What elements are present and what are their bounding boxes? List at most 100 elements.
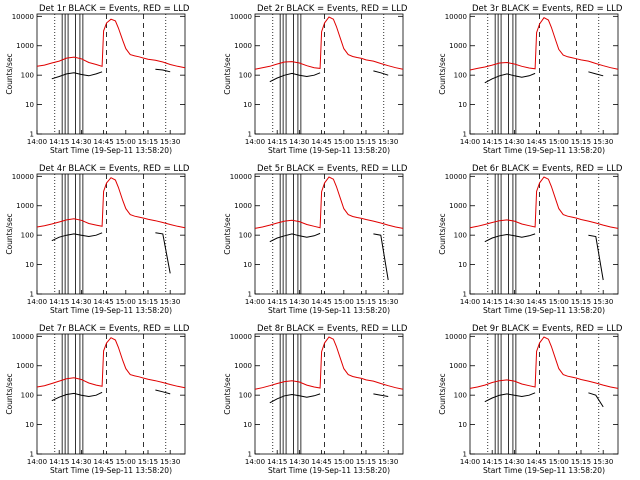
x-tick-label: 14:15 [49,298,69,306]
y-tick-label: 10000 [12,13,34,21]
panel-5: 1 10 100 1000 10000 14:00 14:15 14:30 14:45 15:00… [223,164,408,315]
y-tick-label: 100 [239,392,252,400]
y-tick-label: 1000 [449,42,467,50]
events-series-line [484,392,604,408]
x-tick-label: 15:00 [334,138,354,146]
x-tick-label: 15:30 [593,138,613,146]
y-tick-label: 100 [21,232,34,240]
x-tick-label: 15:30 [378,458,398,466]
x-tick-label: 15:00 [549,138,569,146]
y-tick-label: 10000 [445,333,467,341]
events-series-line [269,70,389,83]
plot-frame [469,173,619,295]
panel-8: 1 10 100 1000 10000 14:00 14:15 14:30 14:45 15:00… [223,324,408,475]
y-axis-label: Counts/sec [5,53,14,94]
events-series-line [51,389,171,402]
lld-series-line [36,177,186,229]
x-tick-label: 15:15 [356,298,376,306]
y-tick-label: 1000 [234,362,252,370]
x-tick-label: 14:15 [482,458,502,466]
y-tick-label: 10 [25,421,34,429]
y-tick-label: 10 [243,101,252,109]
y-tick-label: 10 [25,261,34,269]
x-tick-label: 15:30 [160,458,180,466]
x-tick-label: 14:30 [504,138,524,146]
y-tick-label: 100 [21,392,34,400]
x-tick-label: 14:00 [245,138,265,146]
events-series-line [269,232,389,281]
plot-frame [36,333,186,455]
x-tick-label: 15:15 [571,138,591,146]
x-tick-label: 15:30 [160,138,180,146]
y-tick-label: 10000 [12,333,34,341]
y-axis-label: Counts/sec [223,53,232,94]
x-axis-label: Start Time (19-Sep-11 13:58:20) [483,306,605,315]
panel-title: Det 2r BLACK = Events, RED = LLD [257,4,408,14]
y-tick-label: 100 [454,392,467,400]
x-tick-label: 14:30 [289,298,309,306]
x-tick-label: 15:30 [593,458,613,466]
y-tick-label: 10000 [445,13,467,21]
x-tick-label: 14:45 [527,458,547,466]
y-tick-label: 1 [30,451,34,459]
panel-title: Det 9r BLACK = Events, RED = LLD [472,324,623,334]
panel-9: 1 10 100 1000 10000 14:00 14:15 14:30 14:45 15:00… [438,324,623,475]
panel-6: 1 10 100 1000 10000 14:00 14:15 14:30 14:45 15:00… [438,164,623,315]
y-tick-label: 10 [243,421,252,429]
x-tick-label: 15:30 [378,138,398,146]
y-tick-label: 1000 [234,202,252,210]
panel-4: 1 10 100 1000 10000 14:00 14:15 14:30 14:45 15:00… [5,164,190,315]
x-tick-label: 15:30 [593,298,613,306]
x-tick-label: 15:15 [138,138,158,146]
panel-1: 1 10 100 1000 10000 14:00 14:15 14:30 14:45 15:00… [5,4,190,155]
y-tick-label: 10000 [230,13,252,21]
y-axis-label: Counts/sec [438,373,447,414]
x-tick-label: 15:00 [549,298,569,306]
y-tick-label: 100 [239,232,252,240]
y-tick-label: 1 [463,291,467,299]
x-tick-label: 14:30 [71,138,91,146]
events-series-line [51,232,171,274]
x-axis-label: Start Time (19-Sep-11 13:58:20) [50,466,172,475]
x-tick-label: 15:00 [549,458,569,466]
y-tick-label: 1000 [449,362,467,370]
y-axis-label: Counts/sec [438,53,447,94]
panel-7: 1 10 100 1000 10000 14:00 14:15 14:30 14:45 15:00… [5,324,190,475]
x-tick-label: 14:15 [482,298,502,306]
x-tick-label: 14:00 [27,458,47,466]
panel-title: Det 3r BLACK = Events, RED = LLD [472,4,623,14]
x-tick-label: 15:15 [138,458,158,466]
y-tick-label: 1 [248,451,252,459]
y-axis-label: Counts/sec [223,373,232,414]
y-tick-label: 100 [454,232,467,240]
events-series-line [51,68,171,80]
lld-series-line [254,336,404,390]
lld-series-line [469,336,619,389]
x-tick-label: 14:00 [460,458,480,466]
y-tick-label: 1000 [16,42,34,50]
lld-series-line [254,16,404,70]
lld-series-line [254,176,404,229]
x-tick-label: 14:00 [245,458,265,466]
y-tick-label: 1000 [16,362,34,370]
x-tick-label: 14:45 [94,298,114,306]
x-tick-label: 14:45 [94,138,114,146]
y-tick-label: 10 [458,421,467,429]
panel-title: Det 7r BLACK = Events, RED = LLD [39,324,190,334]
x-tick-label: 14:45 [527,298,547,306]
y-tick-label: 10000 [230,333,252,341]
plot-frame [36,173,186,295]
x-tick-label: 15:30 [378,298,398,306]
y-tick-label: 1000 [449,202,467,210]
y-tick-label: 10000 [12,173,34,181]
panel-title: Det 5r BLACK = Events, RED = LLD [257,164,408,174]
x-tick-label: 14:15 [482,138,502,146]
x-axis-label: Start Time (19-Sep-11 13:58:20) [483,146,605,155]
events-series-line [484,71,604,84]
events-series-line [269,393,389,404]
x-tick-label: 15:15 [571,298,591,306]
y-tick-label: 10000 [230,173,252,181]
y-tick-label: 10 [25,101,34,109]
panel-title: Det 4r BLACK = Events, RED = LLD [39,164,190,174]
x-tick-label: 14:00 [245,298,265,306]
